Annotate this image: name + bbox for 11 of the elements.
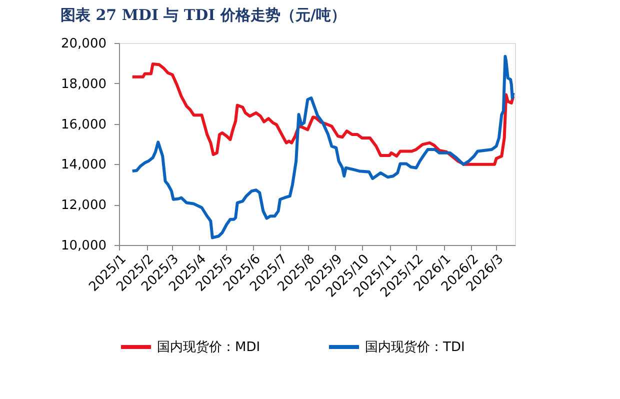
y-tick-label: 10,000 xyxy=(61,238,106,254)
chart-title: 图表 27 MDI 与 TDI 价格走势（元/吨） xyxy=(60,6,346,24)
y-tick-label: 16,000 xyxy=(61,117,106,132)
y-tick-label: 18,000 xyxy=(61,76,106,92)
legend-label: 国内现货价：TDI xyxy=(365,340,465,355)
y-tick-label: 20,000 xyxy=(61,36,106,52)
line-series xyxy=(130,54,515,240)
y-tick-label: 14,000 xyxy=(61,158,106,173)
y-tick-label: 12,000 xyxy=(61,198,106,214)
line-series xyxy=(130,62,515,166)
legend-label: 国内现货价：MDI xyxy=(157,340,260,355)
